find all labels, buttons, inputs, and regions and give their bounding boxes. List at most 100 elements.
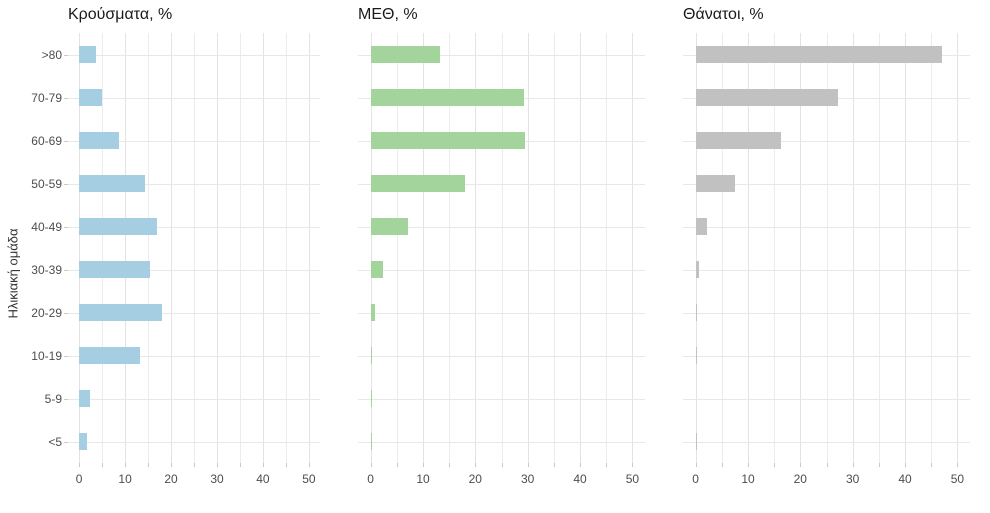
y-gridline	[68, 140, 320, 142]
bar	[695, 347, 697, 364]
y-axis-title: Ηλικιακή ομάδα	[0, 33, 25, 513]
y-gridline	[68, 441, 320, 443]
y-tick-mark	[64, 355, 68, 357]
x-tick-mark	[171, 463, 172, 467]
x-gridline	[695, 33, 697, 463]
x-tick-mark	[852, 463, 854, 467]
x-gridline	[449, 33, 451, 463]
bar	[695, 132, 782, 149]
y-gridline	[358, 183, 645, 185]
bar	[695, 433, 697, 450]
y-gridline	[358, 398, 645, 400]
bar	[370, 347, 372, 364]
x-gridline	[240, 33, 241, 463]
x-tick-mark	[217, 463, 218, 467]
plot-body-deaths: 0 10 20 30 40 50	[660, 33, 990, 513]
x-gridline	[606, 33, 608, 463]
y-tick-label: 70-79	[31, 90, 62, 105]
bar	[79, 89, 103, 106]
chart-area-deaths: 0 10 20 30 40 50	[683, 33, 970, 513]
x-tick-mark	[957, 463, 959, 467]
x-tick-mark	[370, 463, 372, 467]
x-gridline	[721, 33, 723, 463]
x-tick-mark	[826, 463, 828, 467]
bar	[370, 433, 372, 450]
x-tick-mark	[721, 463, 723, 467]
bar	[79, 433, 87, 450]
y-gridline	[358, 269, 645, 271]
y-tick-mark	[64, 312, 68, 314]
y-gridline	[68, 269, 320, 271]
x-gridline	[580, 33, 581, 463]
plot-title-icu: ΜΕΘ, %	[358, 6, 418, 23]
x-tick-mark	[905, 463, 906, 467]
bar	[370, 261, 384, 278]
x-tick-mark	[774, 463, 776, 467]
x-tick-mark	[553, 463, 555, 467]
y-tick-mark	[64, 226, 68, 228]
y-gridline	[683, 183, 970, 185]
x-tick-mark	[308, 463, 310, 467]
y-gridline	[68, 54, 320, 56]
bar	[370, 89, 524, 106]
chart-area-cases: 0 10 20 30 40 50	[64, 33, 320, 513]
y-tick-mark	[64, 97, 68, 99]
x-gridline	[905, 33, 906, 463]
bar	[79, 261, 150, 278]
bar	[370, 132, 525, 149]
y-gridline	[68, 355, 320, 357]
x-tick-label: 50	[950, 472, 965, 486]
bar	[79, 390, 91, 407]
y-gridline	[683, 140, 970, 142]
x-tick-mark	[580, 463, 581, 467]
x-tick-label: 30	[210, 472, 224, 486]
plot-deaths: Θάνατοι, % 0 10 20 30 40 50	[660, 0, 990, 513]
x-tick-mark	[148, 463, 149, 467]
x-axis-cases: 0 10 20 30 40 50	[68, 463, 320, 513]
panel-cases	[64, 33, 320, 463]
y-gridline	[358, 312, 645, 314]
x-tick-mark	[240, 463, 241, 467]
x-tick-mark	[606, 463, 608, 467]
y-gridline	[68, 398, 320, 400]
y-tick-mark	[64, 269, 68, 271]
x-tick-mark	[194, 463, 195, 467]
x-tick-label: 10	[741, 472, 755, 486]
x-tick-label: 20	[793, 472, 807, 486]
panel-icu	[358, 33, 645, 463]
x-tick-label: 0	[367, 472, 374, 486]
bar	[79, 218, 158, 235]
panel-deaths	[683, 33, 970, 463]
bar	[695, 46, 943, 63]
y-gridline	[683, 312, 970, 314]
x-gridline	[527, 33, 529, 463]
x-gridline	[553, 33, 555, 463]
bar	[695, 304, 697, 321]
plot-title-cases: Κρούσματα, %	[68, 6, 173, 23]
x-tick-mark	[102, 463, 104, 467]
bar	[79, 347, 140, 364]
x-gridline	[370, 33, 372, 463]
bar	[695, 89, 838, 106]
x-gridline	[396, 33, 398, 463]
y-tick-label: 10-19	[31, 348, 62, 363]
y-gridline	[68, 97, 320, 99]
chart-area-icu: 0 10 20 30 40 50	[358, 33, 645, 513]
x-tick-label: 40	[898, 472, 912, 486]
x-tick-label: 40	[573, 472, 587, 486]
x-tick-mark	[262, 463, 264, 467]
x-gridline	[632, 33, 634, 463]
bar	[370, 46, 441, 63]
bar	[370, 390, 372, 407]
x-gridline	[423, 33, 424, 463]
y-tick-mark	[64, 183, 68, 185]
y-gridline	[683, 398, 970, 400]
y-tick-mark	[64, 398, 68, 400]
x-tick-mark	[79, 463, 81, 467]
x-gridline	[774, 33, 776, 463]
y-tick-label: 30-39	[31, 262, 62, 277]
x-gridline	[148, 33, 149, 463]
plot-icu: ΜΕΘ, % 0 10 20 30 40 50	[330, 0, 660, 513]
x-gridline	[957, 33, 959, 463]
